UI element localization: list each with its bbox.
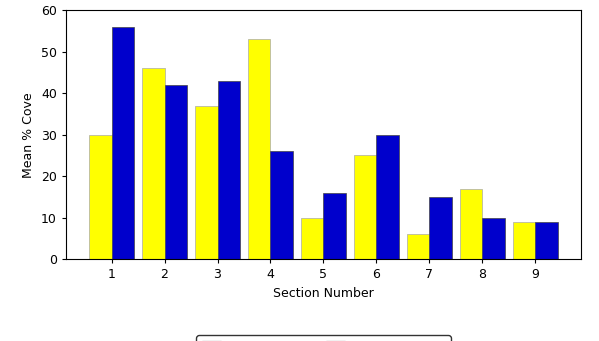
Bar xyxy=(460,189,482,259)
Bar xyxy=(248,39,271,259)
Bar xyxy=(143,68,165,259)
Bar xyxy=(323,193,346,259)
Bar xyxy=(513,222,536,259)
Bar xyxy=(271,151,293,259)
Legend: Yorkshire Fog, Common Bent: Yorkshire Fog, Common Bent xyxy=(196,335,450,341)
Bar xyxy=(536,222,558,259)
Bar xyxy=(376,135,399,259)
Bar xyxy=(217,81,240,259)
Bar xyxy=(482,218,504,259)
Bar xyxy=(354,155,376,259)
Bar xyxy=(429,197,452,259)
Bar xyxy=(89,135,111,259)
Bar xyxy=(407,234,429,259)
Bar xyxy=(111,27,134,259)
Bar xyxy=(165,85,187,259)
Bar xyxy=(195,106,217,259)
X-axis label: Section Number: Section Number xyxy=(273,287,374,300)
Y-axis label: Mean % Cove: Mean % Cove xyxy=(22,92,35,178)
Bar xyxy=(301,218,323,259)
